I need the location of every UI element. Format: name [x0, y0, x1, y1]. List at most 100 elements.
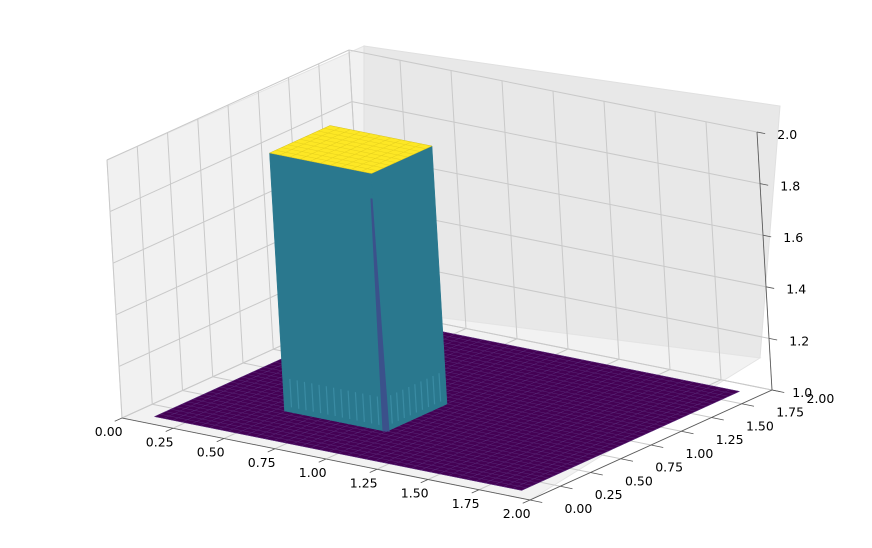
z-tick-mark-2: [765, 286, 775, 289]
x-tick-label-3: 0.75: [248, 455, 276, 470]
y-tick-label-2: 0.50: [625, 473, 653, 488]
front-face-streak-8: [340, 389, 344, 418]
top-mesh-y-9: [323, 128, 426, 149]
y-tick-label-1: 0.25: [595, 487, 623, 502]
grid-line-x-back-5: [603, 101, 620, 360]
y-tick-label-5: 1.25: [716, 432, 744, 447]
x-tick-label-1: 0.25: [146, 434, 174, 449]
front-face-streak-11: [362, 393, 365, 422]
front-face-streak-9: [347, 390, 351, 420]
z-tick-label-0: 1.0: [792, 385, 812, 400]
top-mesh-x-6: [330, 137, 392, 166]
x-tick-label-7: 1.75: [452, 496, 480, 511]
grid-line-x-back-7: [705, 121, 722, 380]
surface-mesh-x-37: [494, 385, 713, 486]
surface-mesh-x-27: [402, 367, 621, 467]
surface-mesh-x-32: [448, 376, 667, 476]
x-tick-mark-2: [216, 438, 225, 443]
side-face-streak-6: [420, 381, 424, 410]
surface-mesh-x-26: [393, 365, 612, 465]
y-tick-label-0: 0.00: [565, 501, 593, 516]
side-face-streak-8: [432, 375, 436, 405]
z-tick-mark-1: [768, 338, 778, 341]
y-tick-mark-5: [681, 430, 694, 435]
top-mesh-x-8: [350, 141, 412, 170]
y-tick-label-7: 1.75: [776, 405, 804, 420]
z-tick-label-1: 1.2: [789, 333, 809, 348]
grid-line-x-back-6: [654, 111, 671, 370]
plateau-front-face: [269, 152, 387, 432]
grid-line-y-left-2: [167, 132, 183, 391]
front-face-streak-10: [354, 392, 358, 421]
front-face-streak-4: [311, 383, 314, 412]
surface-mesh-x-25: [383, 363, 602, 463]
side-face-streak-3: [402, 389, 405, 419]
surface-mesh-x-29: [420, 370, 639, 471]
x-tick-mark-3: [267, 448, 276, 453]
side-face-streak-7: [426, 378, 430, 408]
grid-line-z-back-5: [348, 49, 758, 133]
top-mesh-y-6: [305, 136, 408, 158]
y-tick-mark-7: [741, 403, 755, 407]
top-mesh-y-5: [299, 139, 402, 160]
y-tick-mark-4: [650, 444, 664, 448]
z-tick-label-4: 1.8: [780, 179, 800, 194]
surface-mesh-x-24: [374, 361, 593, 462]
surface-mesh-x-23: [365, 359, 584, 460]
surface-mesh-x-28: [411, 369, 630, 469]
y-tick-label-4: 1.00: [686, 446, 714, 461]
front-face-streak-5: [318, 384, 322, 414]
y-tick-label-6: 1.50: [746, 418, 774, 433]
x-tick-mark-8: [522, 499, 531, 504]
top-mesh-x-7: [340, 139, 402, 168]
front-face-streak-7: [332, 387, 336, 417]
surface-mesh-x-38: [503, 387, 722, 487]
x-tick-label-4: 1.00: [299, 465, 327, 480]
surface-mesh-x-30: [429, 372, 648, 473]
z-axis-line: [756, 131, 773, 391]
x-tick-labels: 0.00 0.25 0.50 0.75 1.00 1.25 1.50 1.75 2.00: [95, 417, 531, 521]
grid-line-x-back-4: [552, 90, 569, 350]
z-tick-labels: 1.0 1.2 1.4 1.6 1.8 2.0: [756, 127, 812, 400]
x-tick-mark-5: [369, 468, 378, 473]
grid-line-x-back-3: [501, 80, 518, 339]
plateau-corner-sliver: [370, 198, 390, 432]
front-face-streak-2: [296, 380, 300, 409]
grid-line-y-left-3: [197, 118, 214, 377]
y-tick-mark-2: [590, 472, 603, 476]
y-tick-label-3: 0.75: [655, 460, 683, 475]
y-tick-label-8: 2.00: [807, 391, 835, 406]
x-tick-mark-1: [165, 427, 174, 432]
z-tick-mark-3: [762, 234, 772, 238]
x-tick-label-0: 0.00: [95, 424, 123, 439]
x-tick-label-6: 1.50: [401, 486, 429, 501]
grid-line-y-left-5: [257, 91, 274, 350]
side-face-streak-5: [414, 384, 418, 413]
z-tick-mark-0: [771, 389, 781, 393]
y-tick-mark-6: [711, 417, 724, 421]
surface-mesh-x-22: [356, 357, 575, 458]
top-mesh-y-8: [317, 130, 420, 152]
front-face-streak-1: [289, 378, 293, 408]
surface-mesh-x-21: [347, 356, 566, 456]
side-face-streak-2: [396, 392, 399, 421]
y-tick-labels: 0.000.250.500.751.001.251.501.752.00: [529, 389, 835, 516]
front-face-streak-6: [325, 386, 329, 415]
y-tick-mark-3: [620, 458, 634, 462]
y-tick-mark-1: [560, 485, 573, 490]
z-tick-label-3: 1.6: [783, 230, 803, 245]
front-face-streak-13: [376, 396, 380, 425]
z-tick-label-5: 2.0: [777, 127, 797, 142]
surface-mesh-x-35: [475, 381, 694, 482]
x-tick-mark-6: [420, 479, 429, 484]
x-tick-mark-0: [114, 417, 123, 422]
z-tick-label-2: 1.4: [786, 282, 806, 297]
grid-line-z-left-4: [109, 101, 353, 213]
grid-line-x-back-2: [450, 70, 467, 329]
side-face-streak-9: [438, 373, 442, 402]
x-tick-label-8: 2.00: [503, 506, 531, 521]
grid-line-y-left-1: [136, 146, 153, 405]
grid-line-y-left-4: [227, 104, 244, 364]
surface-mesh-x-40: [521, 391, 740, 491]
